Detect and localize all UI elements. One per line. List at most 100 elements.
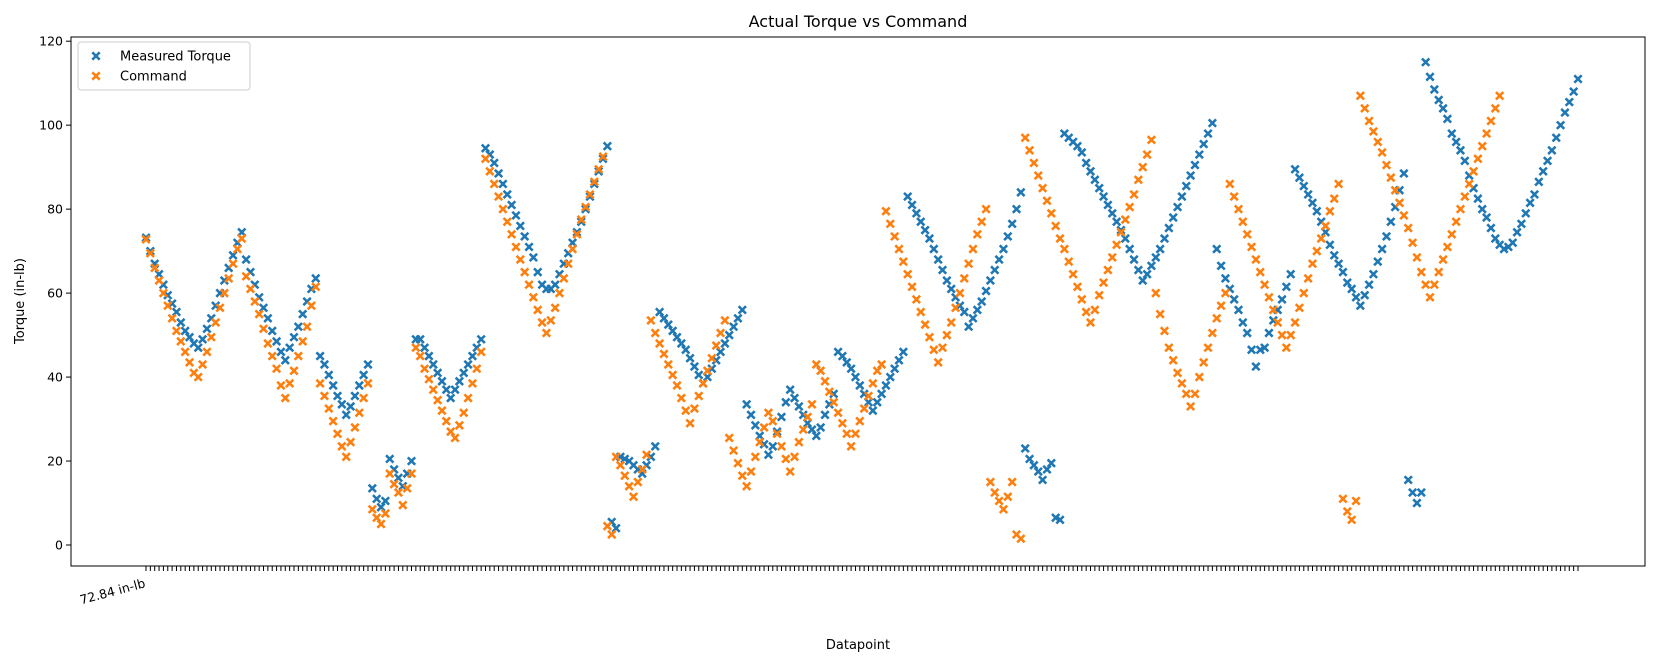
data-point (1416, 487, 1426, 498)
data-point (1133, 175, 1143, 185)
data-point (211, 301, 221, 311)
data-point (167, 299, 177, 309)
data-point (293, 322, 303, 332)
data-point (1133, 265, 1143, 275)
data-point (842, 357, 852, 367)
data-point (1429, 84, 1439, 95)
data-point (1529, 189, 1540, 200)
data-point (1564, 97, 1574, 107)
data-point (833, 408, 843, 418)
chart-title: Actual Torque vs Command (749, 12, 968, 31)
data-point (1294, 173, 1305, 183)
data-point (676, 338, 686, 349)
data-point (885, 372, 895, 382)
data-point (1255, 345, 1265, 355)
data-point (1220, 288, 1231, 298)
data-point (502, 217, 512, 227)
data-point (1442, 114, 1453, 124)
data-point (567, 244, 578, 254)
data-point (1338, 267, 1348, 277)
data-point (332, 391, 343, 401)
data-point (1268, 315, 1278, 325)
data-point (315, 351, 325, 361)
data-point (611, 523, 621, 533)
data-point (1325, 240, 1335, 250)
data-point (942, 275, 952, 286)
data-point (1464, 179, 1474, 189)
data-point (1081, 307, 1091, 317)
data-point (350, 391, 360, 401)
data-point (576, 215, 586, 225)
data-point (245, 284, 256, 294)
data-point (1277, 330, 1287, 340)
data-point (572, 227, 582, 237)
data-point (176, 317, 186, 328)
data-point (1560, 107, 1570, 118)
data-point (711, 355, 721, 365)
data-point (1207, 118, 1217, 128)
data-point (829, 389, 839, 399)
data-point (681, 406, 691, 416)
data-point (302, 322, 312, 332)
data-point (611, 452, 621, 462)
legend-marker (91, 51, 101, 61)
data-point (311, 273, 321, 284)
data-point (241, 254, 251, 265)
data-point (620, 471, 630, 481)
data-point (959, 307, 969, 317)
data-point (559, 273, 569, 284)
data-point (903, 269, 913, 279)
data-point (341, 452, 351, 462)
data-point (781, 397, 791, 407)
data-point (763, 408, 774, 418)
data-point (311, 282, 321, 292)
data-point (1473, 154, 1483, 164)
data-point (820, 376, 830, 386)
data-point (750, 420, 760, 430)
data-point (1159, 326, 1170, 336)
data-point (811, 431, 821, 441)
data-point (141, 234, 151, 244)
data-point (816, 366, 826, 376)
data-point (450, 385, 460, 395)
data-point (219, 275, 229, 286)
data-point (672, 380, 682, 391)
data-point (280, 355, 290, 365)
data-point (1386, 217, 1396, 227)
data-point (193, 372, 203, 382)
data-point (711, 340, 721, 351)
data-point (424, 351, 434, 361)
data-point (1394, 198, 1405, 208)
data-point (946, 284, 956, 294)
data-point (1129, 189, 1139, 200)
data-point (1307, 198, 1318, 208)
data-point (424, 374, 434, 384)
data-point (985, 275, 995, 286)
data-point (598, 152, 608, 162)
data-point (1425, 72, 1435, 82)
data-point (1077, 147, 1087, 158)
data-point (724, 433, 734, 443)
data-point (694, 370, 704, 380)
data-points (141, 57, 1583, 544)
data-point (511, 242, 521, 252)
data-point (437, 406, 447, 416)
data-point (1003, 231, 1013, 242)
data-point (1159, 233, 1170, 244)
data-point (868, 406, 878, 416)
data-point (341, 410, 351, 420)
data-point (824, 399, 834, 409)
data-point (563, 259, 573, 269)
data-point (1072, 282, 1083, 292)
data-point (415, 334, 425, 344)
data-point (785, 385, 795, 395)
data-point (402, 483, 412, 493)
data-point (1046, 458, 1056, 468)
data-point (1455, 204, 1466, 214)
data-point (1085, 317, 1096, 328)
data-point (715, 347, 726, 357)
data-point (1573, 74, 1583, 84)
data-point (929, 345, 939, 355)
data-point (1125, 244, 1135, 254)
data-point (1460, 156, 1470, 166)
